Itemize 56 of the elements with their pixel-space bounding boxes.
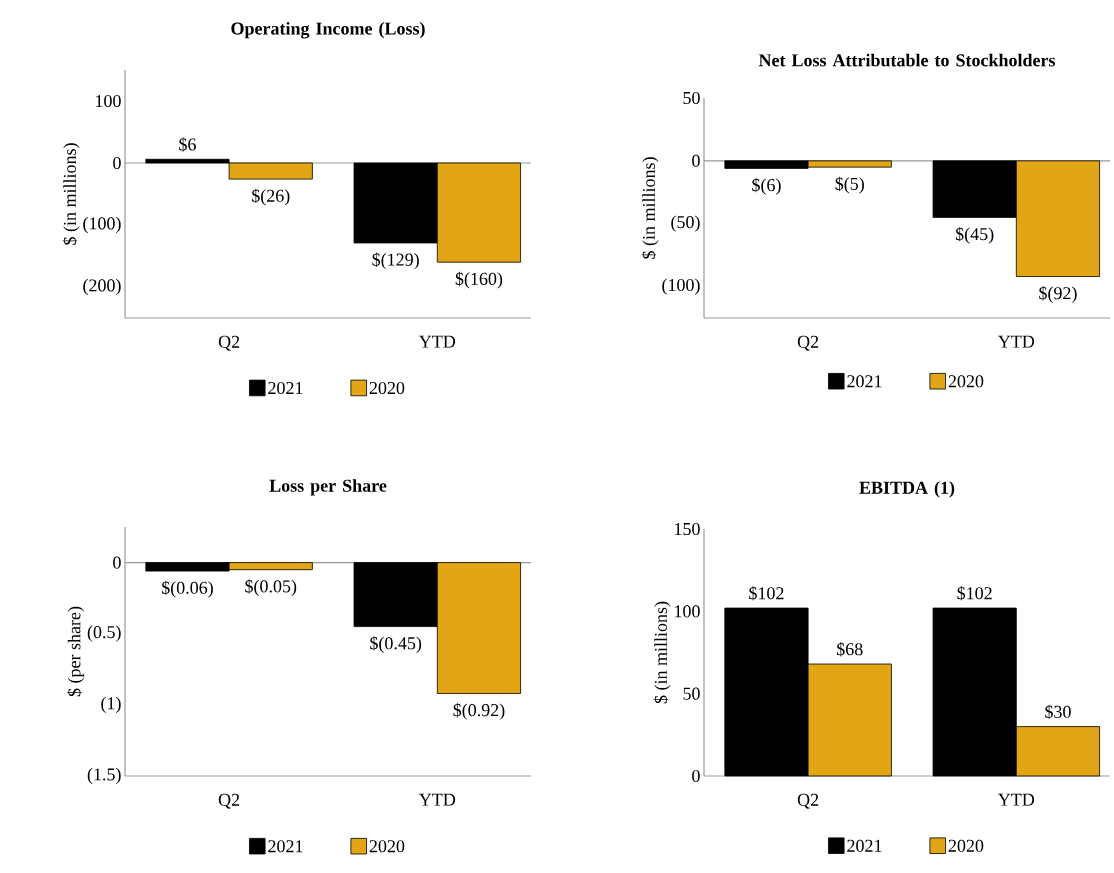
x-tick-label: Q2	[797, 793, 819, 809]
chart-title: EBITDA (1)	[859, 481, 955, 498]
legend-label: 2020	[369, 381, 405, 395]
legend-label: 2020	[948, 375, 984, 388]
data-label: $(26)	[252, 188, 290, 206]
data-label: $(0.45)	[370, 636, 422, 653]
data-label: $6	[179, 137, 196, 152]
data-label: $(6)	[752, 177, 781, 195]
y-axis-title: $ (in millions)	[62, 143, 80, 245]
legend-label: 2021	[268, 840, 303, 853]
chart-title: Operating Income (Loss)	[231, 21, 425, 39]
legend-label: 2020	[369, 840, 405, 853]
y-tick-label: 0	[692, 769, 700, 783]
y-axis-title: $ (in millions)	[641, 157, 659, 259]
data-label: $30	[1045, 704, 1071, 720]
data-label: $(5)	[835, 176, 864, 194]
chart-title: Net Loss Attributable to Stockholders	[758, 53, 1056, 67]
y-tick-label: 50	[683, 91, 700, 105]
x-tick-label: Q2	[218, 793, 240, 809]
y-axis-title: $ (in millions)	[653, 601, 671, 704]
x-tick-label: YTD	[419, 335, 456, 348]
data-label: $(45)	[955, 226, 994, 244]
legend-label: 2020	[948, 839, 984, 852]
data-label: $(160)	[455, 271, 503, 289]
y-tick-label: (50)	[671, 215, 700, 232]
y-tick-label: (100)	[83, 216, 121, 234]
legend-label: 2021	[268, 381, 303, 395]
data-label: $(129)	[372, 252, 419, 270]
data-label: $(92)	[1039, 286, 1077, 303]
x-tick-label: Q2	[797, 335, 819, 351]
y-tick-label: (200)	[83, 278, 121, 296]
x-tick-label: Q2	[218, 335, 240, 351]
y-tick-label: (1)	[101, 696, 121, 714]
y-tick-label: (0.5)	[87, 625, 121, 642]
data-label: $68	[837, 642, 863, 657]
x-tick-label: YTD	[998, 335, 1035, 348]
y-tick-label: 0	[113, 156, 121, 170]
y-tick-label: 150	[675, 522, 700, 536]
legend-label: 2021	[847, 839, 882, 852]
data-label: $102	[957, 586, 992, 601]
x-tick-label: YTD	[998, 793, 1035, 806]
y-tick-label: 0	[113, 556, 121, 569]
x-tick-label: YTD	[419, 793, 456, 806]
data-label: $(0.05)	[245, 579, 297, 597]
y-tick-label: (1.5)	[87, 767, 121, 785]
data-label: $(0.92)	[453, 703, 505, 720]
y-tick-label: 50	[683, 687, 700, 700]
y-tick-label: 0	[692, 154, 700, 167]
y-tick-label: (100)	[662, 278, 700, 295]
legend-label: 2021	[847, 375, 882, 388]
y-tick-label: 100	[96, 94, 121, 108]
y-tick-label: 100	[675, 605, 700, 618]
chart-title: Loss per Share	[269, 479, 387, 496]
data-label: $102	[749, 586, 784, 601]
data-label: $(0.06)	[161, 580, 213, 598]
y-axis-title: $ (per share)	[67, 606, 85, 697]
